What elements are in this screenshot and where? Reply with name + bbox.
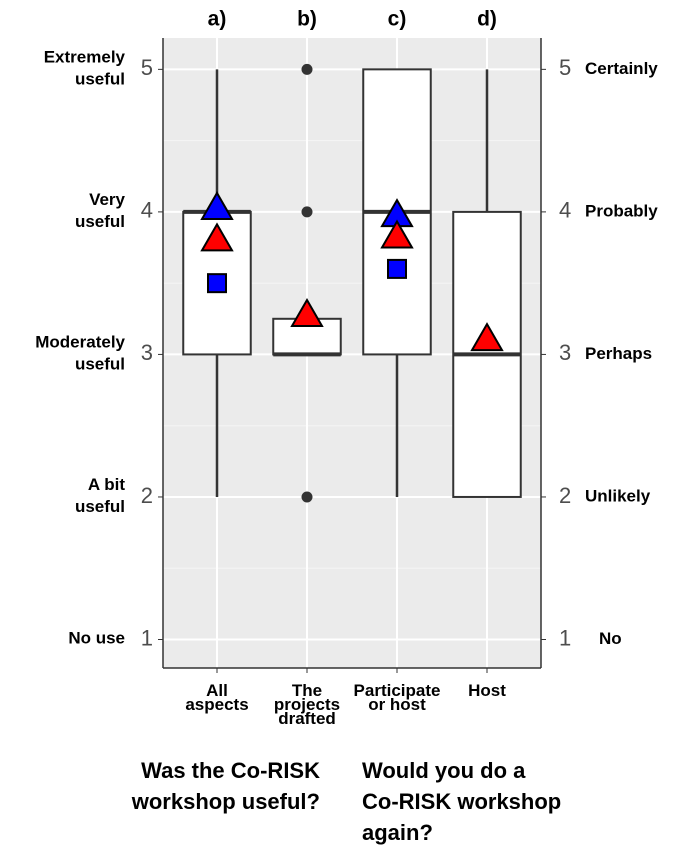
y2-tick-label: 3 (559, 340, 571, 365)
y2-label: Probably (585, 201, 658, 220)
marker-triangle (470, 322, 504, 352)
y-label: A bit useful (75, 475, 125, 516)
x-label-line: aspects (185, 695, 248, 714)
y-label-line: Very (89, 190, 125, 209)
y-label-line: A bit (88, 475, 125, 494)
y-tick-label: 2 (141, 483, 153, 508)
caption: Was the Co-RISK workshop useful? (131, 758, 320, 814)
y-label-line: No use (68, 629, 125, 648)
caption-line: again? (362, 820, 433, 845)
y-label-line: Extremely (44, 48, 126, 67)
y2-label: Perhaps (585, 344, 652, 363)
caption-line: Would you do a (362, 758, 526, 783)
marker-square (387, 258, 407, 279)
outlier (301, 491, 313, 503)
x-label-line: or host (368, 695, 426, 714)
x-label-line: The (292, 681, 322, 700)
panel-label: b) (297, 8, 317, 31)
x-label-line: projects (274, 695, 340, 714)
x-tick-label: Host (468, 681, 506, 700)
marker-square (207, 273, 227, 294)
y2-label: No (599, 629, 622, 648)
x-label-line: drafted (278, 709, 336, 728)
caption: Would you do a Co-RISK workshop again? (362, 758, 561, 845)
caption-line: Was the Co-RISK (141, 758, 320, 783)
x-tick-label: The projects drafted (274, 681, 340, 728)
y-label: Extremely useful (44, 48, 126, 89)
panel-label: c) (388, 8, 407, 31)
y-label-line: useful (75, 70, 125, 89)
x-tick-label: All aspects (185, 681, 248, 714)
y-label: Moderately useful (35, 333, 125, 374)
y-label: No use (68, 629, 125, 648)
y-label: Very useful (75, 190, 126, 231)
outlier (301, 63, 313, 75)
marker-triangle (380, 219, 414, 249)
y2-tick-label: 5 (559, 55, 571, 80)
y2-label: Unlikely (585, 486, 651, 505)
caption-line: workshop useful? (131, 789, 320, 814)
panel-label: a) (208, 8, 227, 31)
x-label-line: Host (468, 681, 506, 700)
y2-label: Certainly (585, 59, 658, 78)
y-label-line: useful (75, 355, 125, 374)
marker-triangle (200, 222, 234, 252)
x-label-line: All (206, 681, 228, 700)
outlier (301, 206, 313, 218)
x-tick-label: Participate or host (354, 681, 441, 714)
x-label-line: Participate (354, 681, 441, 700)
y-tick-label: 1 (141, 625, 153, 650)
y-label-line: useful (75, 497, 125, 516)
y2-tick-label: 1 (559, 625, 571, 650)
marker-triangle (290, 297, 324, 327)
y2-tick-label: 2 (559, 483, 571, 508)
y-tick-label: 5 (141, 55, 153, 80)
marker-triangle (200, 191, 234, 221)
y-tick-label: 3 (141, 340, 153, 365)
panel-label: d) (477, 8, 497, 31)
y-label-line: useful (75, 212, 125, 231)
caption-line: Co-RISK workshop (362, 789, 561, 814)
y2-tick-label: 4 (559, 198, 571, 223)
y-tick-label: 4 (141, 198, 153, 223)
y-label-line: Moderately (35, 333, 125, 352)
